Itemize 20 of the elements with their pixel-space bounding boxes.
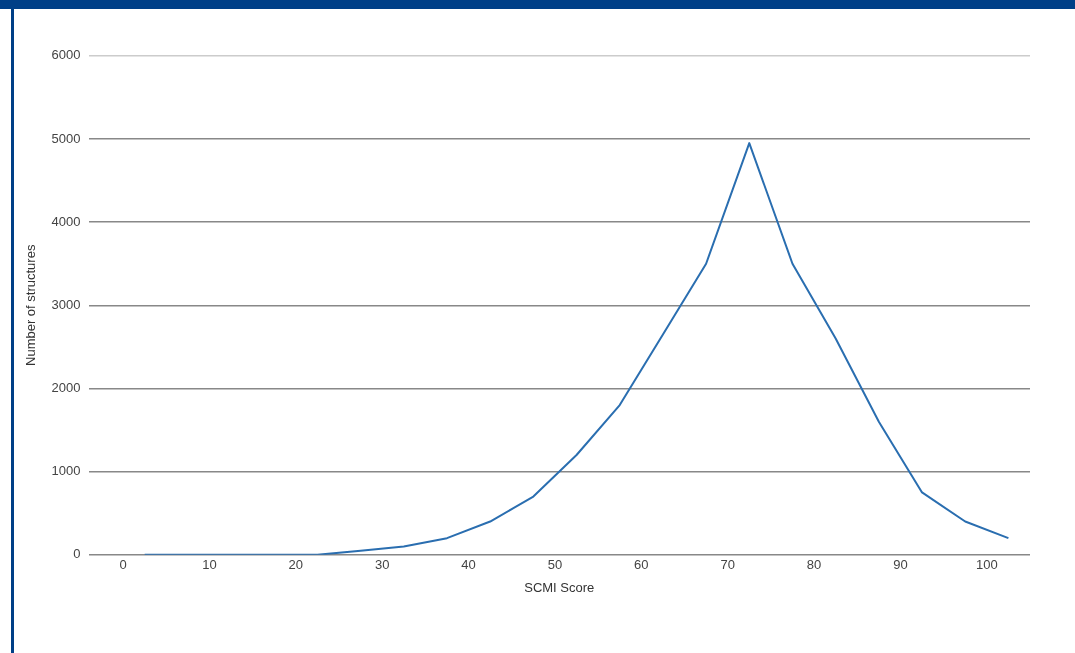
x-tick-label: 90 bbox=[893, 557, 908, 573]
x-tick-label: 60 bbox=[634, 557, 649, 573]
x-axis-title: SCMI Score bbox=[524, 579, 595, 595]
y-tick-label: 5000 bbox=[51, 130, 81, 146]
y-tick-label: 3000 bbox=[51, 296, 81, 312]
x-tick-label: 20 bbox=[288, 557, 304, 573]
y-tick-label: 1000 bbox=[51, 463, 81, 479]
x-tick-label: 80 bbox=[806, 557, 822, 573]
x-tick-label: 0 bbox=[119, 557, 127, 573]
y-tick-label: 0 bbox=[73, 546, 81, 562]
x-tick-label: 10 bbox=[202, 557, 217, 573]
y-axis-title: Number of structures bbox=[23, 244, 39, 366]
x-tick-label: 70 bbox=[720, 557, 735, 573]
y-tick-label: 4000 bbox=[51, 213, 81, 229]
y-tick-label: 6000 bbox=[51, 47, 81, 63]
x-tick-label: 100 bbox=[975, 557, 998, 573]
x-tick-label: 50 bbox=[547, 557, 563, 573]
x-tick-label: 40 bbox=[461, 557, 476, 573]
x-tick-label: 30 bbox=[374, 557, 390, 573]
y-tick-label: 2000 bbox=[51, 380, 81, 396]
